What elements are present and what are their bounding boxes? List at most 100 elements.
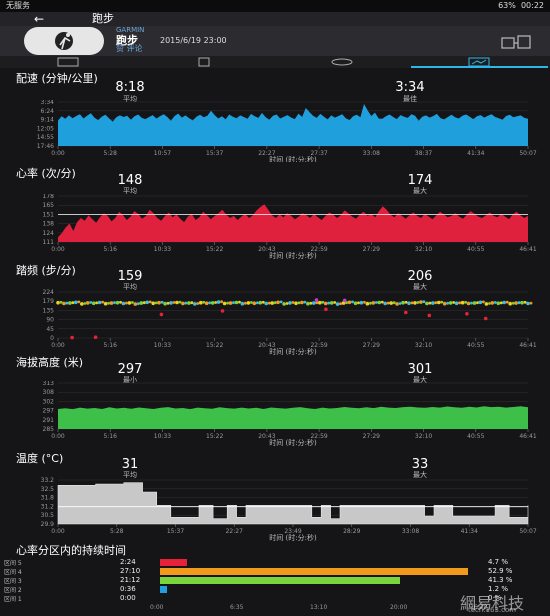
x-tick-label: 10:33 bbox=[154, 246, 171, 253]
runner-avatar[interactable] bbox=[24, 27, 104, 55]
zone-name: 区间 5 bbox=[4, 560, 22, 567]
cadence-point bbox=[291, 301, 295, 304]
cadence-point bbox=[240, 301, 245, 306]
hr-area bbox=[58, 204, 528, 242]
cadence-point bbox=[329, 301, 334, 305]
back-arrow-icon[interactable]: ← bbox=[34, 12, 45, 26]
cadence-point bbox=[107, 301, 110, 305]
cadence-point bbox=[341, 301, 346, 305]
y-tick-label: 9:14 bbox=[41, 117, 55, 124]
share-icon[interactable] bbox=[500, 34, 534, 52]
y-tick-label: 6:24 bbox=[41, 108, 55, 115]
cadence-point bbox=[520, 300, 524, 305]
elevation-max-value: 301 bbox=[407, 362, 433, 377]
y-tick-label: 308 bbox=[43, 389, 55, 396]
cadence-point bbox=[89, 301, 93, 304]
x-tick-label: 40:55 bbox=[467, 246, 484, 253]
cadence-point bbox=[276, 300, 280, 305]
cadence-point bbox=[357, 301, 360, 305]
y-tick-label: 111 bbox=[43, 239, 55, 246]
tab-overview[interactable] bbox=[0, 56, 137, 68]
x-tick-label: 15:22 bbox=[206, 342, 223, 349]
cadence-point bbox=[318, 300, 322, 305]
cadence-point bbox=[312, 301, 316, 305]
watermark-logo: 網易科技 bbox=[460, 594, 525, 613]
cadence-point bbox=[351, 300, 354, 304]
x-tick-label: 22:59 bbox=[310, 342, 327, 349]
x-tick-label: 5:16 bbox=[103, 246, 117, 253]
zone-row: 区间 2 0:36 1.2 % bbox=[0, 585, 550, 595]
cadence-point bbox=[74, 300, 78, 305]
x-tick-label: 40:55 bbox=[467, 342, 484, 349]
cadence-point bbox=[202, 300, 206, 304]
cadence-max-label: 最大 bbox=[413, 283, 427, 291]
zone-row: 区间 4 27:10 52.9 % bbox=[0, 567, 550, 577]
cadence-chart[interactable]: 224 179 135 90 45 00:00 5:16 10:33 15:22 20:43 22:… bbox=[0, 288, 550, 356]
x-tick-label: 22:59 bbox=[310, 433, 327, 440]
cadence-point bbox=[222, 301, 227, 306]
username[interactable]: GARMIN bbox=[116, 26, 145, 34]
cadence-point bbox=[187, 301, 191, 305]
y-tick-label: 165 bbox=[43, 202, 55, 209]
cadence-point bbox=[488, 302, 491, 305]
cadence-point bbox=[377, 300, 382, 305]
cadence-point bbox=[113, 301, 116, 305]
cadence-point bbox=[416, 301, 420, 304]
cadence-point bbox=[210, 301, 215, 305]
temp-chart[interactable]: 33.2 32.5 31.831.2 30.5 29.90:00 5:28 15:37 22:… bbox=[0, 476, 550, 542]
y-tick-label: 313 bbox=[43, 381, 55, 387]
cadence-point bbox=[502, 300, 507, 305]
zone-name: 区间 2 bbox=[4, 587, 22, 594]
cadence-point bbox=[71, 301, 75, 305]
cadence-point bbox=[244, 301, 247, 305]
x-tick-label: 27:29 bbox=[363, 433, 380, 440]
zone-percentage: 52.9 % bbox=[488, 567, 513, 575]
y-tick-label: 178 bbox=[43, 194, 55, 200]
y-tick-label: 179 bbox=[43, 298, 55, 305]
cadence-point bbox=[103, 301, 108, 306]
x-axis-label: 时间 (时:分:秒) bbox=[269, 533, 317, 542]
tab-laps[interactable] bbox=[137, 56, 274, 68]
hr-avg-label: 平均 bbox=[123, 187, 137, 195]
x-tick-label: 22:27 bbox=[258, 150, 275, 157]
x-tick-label: 40:55 bbox=[467, 433, 484, 440]
cadence-point bbox=[442, 301, 447, 306]
hr-zones-chart[interactable]: 区间 5 2:24 4.7 % 区间 4 27:10 52.9 % 区间 3 21:12 41.… bbox=[0, 556, 550, 616]
y-tick-label: 0 bbox=[50, 335, 54, 342]
cadence-point bbox=[446, 301, 450, 305]
cadence-point bbox=[383, 301, 388, 306]
cadence-point bbox=[178, 300, 182, 304]
y-tick-label: 45 bbox=[46, 326, 54, 333]
tab-charts[interactable] bbox=[411, 56, 548, 68]
cadence-point bbox=[365, 301, 370, 306]
cadence-point bbox=[327, 301, 331, 305]
cadence-point bbox=[267, 301, 271, 305]
cadence-point bbox=[216, 300, 221, 304]
cadence-point bbox=[380, 300, 384, 304]
x-tick-label: 10:57 bbox=[154, 150, 171, 157]
elevation-min-label: 最小 bbox=[123, 376, 137, 384]
x-tick-label: 32:10 bbox=[415, 433, 432, 440]
cadence-point bbox=[208, 301, 212, 305]
app-title: 跑步 bbox=[92, 12, 114, 25]
cadence-point bbox=[196, 302, 200, 305]
x-tick-label: 20:43 bbox=[258, 433, 275, 440]
cadence-point bbox=[214, 301, 218, 304]
tab-map[interactable] bbox=[274, 56, 411, 68]
app-bar bbox=[0, 12, 550, 26]
cadence-outlier bbox=[314, 298, 319, 302]
cadence-point bbox=[353, 301, 358, 306]
cadence-point bbox=[434, 301, 438, 305]
like-comment-links[interactable]: 赞 评论 bbox=[116, 44, 143, 53]
cadence-point bbox=[121, 301, 126, 306]
y-tick-label: 224 bbox=[43, 289, 55, 296]
cadence-point bbox=[493, 301, 497, 304]
zone-percentage: 0 % bbox=[488, 594, 502, 602]
y-tick-label: 33.2 bbox=[41, 477, 55, 484]
cadence-point bbox=[476, 301, 479, 305]
cadence-point bbox=[95, 301, 99, 305]
cadence-point bbox=[160, 300, 164, 304]
